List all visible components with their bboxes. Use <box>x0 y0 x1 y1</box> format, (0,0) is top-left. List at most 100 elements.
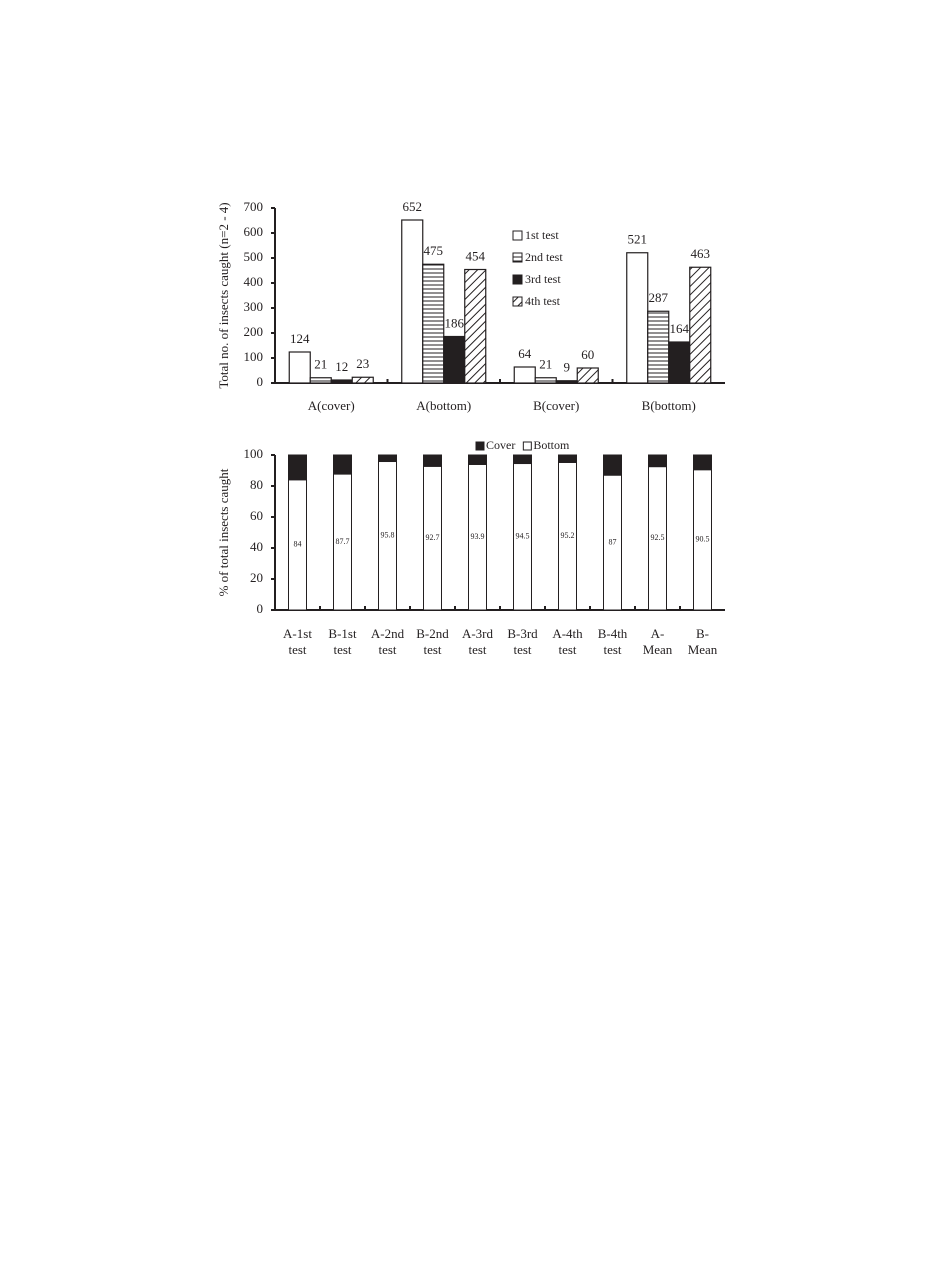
y-tick-label: 100 <box>244 446 264 461</box>
y-tick-label: 700 <box>244 199 264 214</box>
x-tick-label: test <box>513 642 531 657</box>
x-tick-label: test <box>288 642 306 657</box>
bar-segment <box>648 454 667 468</box>
bar-segment <box>468 454 487 465</box>
x-tick-label: B-1st <box>328 626 357 641</box>
y-tick-label: 200 <box>244 324 264 339</box>
x-tick-label: test <box>468 642 486 657</box>
value-label: 652 <box>403 199 423 214</box>
value-label: 21 <box>539 357 552 372</box>
legend-label: 1st test <box>525 228 559 242</box>
legend-swatch <box>475 441 485 451</box>
x-tick-label: B(cover) <box>533 398 579 413</box>
x-tick-label: A-1st <box>283 626 312 641</box>
bar <box>309 377 332 384</box>
x-tick-label: Mean <box>643 642 673 657</box>
x-tick-label: A-4th <box>552 626 583 641</box>
value-label: 92.7 <box>426 533 440 542</box>
y-tick-label: 0 <box>257 601 264 616</box>
bar-segment <box>603 454 622 476</box>
value-label: 95.8 <box>381 531 395 540</box>
bar-segment <box>378 454 397 463</box>
value-label: 93.9 <box>471 532 485 541</box>
bar-segment <box>693 454 712 471</box>
bar-segment <box>423 454 442 467</box>
bar-segment <box>288 454 307 481</box>
bar <box>401 219 424 384</box>
value-label: 90.5 <box>696 535 710 544</box>
y-axis-title: % of total insects caught <box>216 468 231 596</box>
value-label: 60 <box>581 347 594 362</box>
y-tick-label: 0 <box>257 374 264 389</box>
bar <box>647 310 670 384</box>
x-tick-label: test <box>603 642 621 657</box>
legend-swatch <box>512 296 523 307</box>
x-tick-label: A(bottom) <box>416 398 471 413</box>
legend-label: 2nd test <box>525 250 563 264</box>
x-tick-label: B(bottom) <box>642 398 696 413</box>
bar <box>464 268 487 384</box>
value-label: 454 <box>466 248 486 263</box>
legend-label: 3rd test <box>525 272 561 286</box>
bar <box>330 379 353 384</box>
x-tick-label: test <box>333 642 351 657</box>
bar <box>422 263 445 384</box>
y-tick-label: 400 <box>244 274 264 289</box>
legend-swatch <box>512 274 523 285</box>
y-tick-label: 100 <box>244 349 264 364</box>
x-tick-label: A-3rd <box>462 626 494 641</box>
value-label: 9 <box>564 360 571 375</box>
y-tick-label: 20 <box>250 570 263 585</box>
x-tick-label: test <box>423 642 441 657</box>
bar <box>513 366 536 384</box>
x-tick-label: B-4th <box>598 626 628 641</box>
bar <box>534 377 557 384</box>
bar-segment <box>333 454 352 475</box>
x-tick-label: B- <box>696 626 709 641</box>
y-tick-label: 300 <box>244 299 264 314</box>
value-label: 463 <box>691 246 711 261</box>
value-label: 12 <box>335 359 348 374</box>
bar <box>443 335 466 384</box>
value-label: 87 <box>609 537 617 546</box>
y-tick-label: 500 <box>244 249 264 264</box>
y-tick-label: 40 <box>250 539 263 554</box>
legend-label: 4th test <box>525 294 561 308</box>
y-axis-title: Total no. of insects caught (n=2 - 4) <box>216 202 231 388</box>
bar <box>288 351 311 384</box>
value-label: 164 <box>670 321 690 336</box>
value-label: 87.7 <box>336 537 350 546</box>
y-tick-label: 600 <box>244 224 264 239</box>
bar <box>689 266 712 384</box>
y-tick-label: 60 <box>250 508 263 523</box>
x-tick-label: A(cover) <box>308 398 355 413</box>
value-label: 186 <box>445 315 465 330</box>
x-tick-label: test <box>378 642 396 657</box>
bar <box>351 376 374 384</box>
bar <box>576 367 599 384</box>
value-label: 521 <box>628 232 648 247</box>
legend-label: Cover <box>486 438 515 452</box>
bar <box>555 380 578 384</box>
value-label: 84 <box>294 540 302 549</box>
x-tick-label: B-2nd <box>416 626 449 641</box>
legend-swatch <box>512 230 523 241</box>
legend-swatch <box>522 441 532 451</box>
x-tick-label: A-2nd <box>371 626 405 641</box>
x-tick-label: B-3rd <box>507 626 538 641</box>
value-label: 21 <box>314 357 327 372</box>
value-label: 94.5 <box>516 532 530 541</box>
x-tick-label: test <box>558 642 576 657</box>
value-label: 92.5 <box>651 533 665 542</box>
bar <box>626 252 649 384</box>
x-tick-label: A- <box>651 626 665 641</box>
y-tick-label: 80 <box>250 477 263 492</box>
bar-segment <box>558 454 577 463</box>
bar <box>668 341 691 384</box>
value-label: 23 <box>356 356 369 371</box>
value-label: 95.2 <box>561 531 575 540</box>
x-tick-label: Mean <box>688 642 718 657</box>
value-label: 475 <box>424 243 444 258</box>
